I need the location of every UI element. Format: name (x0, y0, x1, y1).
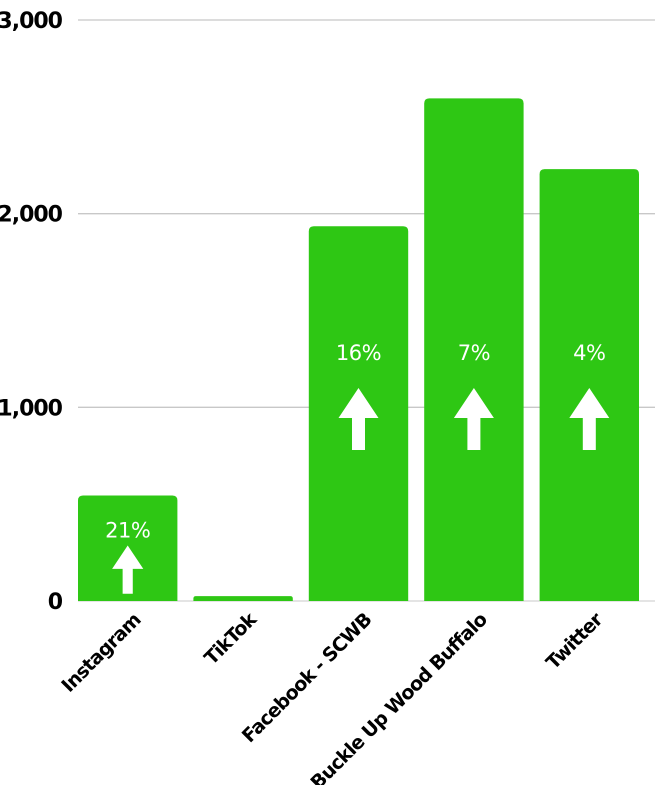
x-tick-label-instagram: Instagram (57, 609, 145, 697)
percent-label-buckle-up-wood-buffalo: 7% (458, 341, 490, 365)
x-tick-label-tiktok: TikTok (200, 608, 261, 669)
y-tick-label-2000: 2,000 (0, 203, 63, 228)
up-arrow-icon (338, 388, 379, 450)
percent-label-twitter: 4% (573, 341, 605, 365)
bar-tiktok (193, 596, 293, 601)
y-tick-label-0: 0 (48, 590, 63, 615)
bar-buckle-up-wood-buffalo (424, 98, 524, 601)
up-arrow-icon (569, 388, 610, 450)
up-arrow-icon (453, 388, 494, 450)
bar-annotations: 21% 16% 7% 4% (105, 341, 610, 594)
bar-twitter (539, 169, 639, 601)
percent-label-facebook-scwb: 16% (336, 341, 381, 365)
y-axis-labels: 0 1,000 2,000 3,000 (0, 9, 64, 615)
y-tick-label-3000: 3,000 (0, 9, 63, 34)
bars (78, 98, 639, 601)
x-tick-label-facebook-scwb: Facebook - SCWB (238, 609, 376, 747)
y-tick-label-1000: 1,000 (0, 396, 63, 421)
x-tick-label-twitter: Twitter (542, 608, 608, 674)
up-arrow-icon (112, 545, 144, 594)
percent-label-instagram: 21% (105, 518, 150, 542)
